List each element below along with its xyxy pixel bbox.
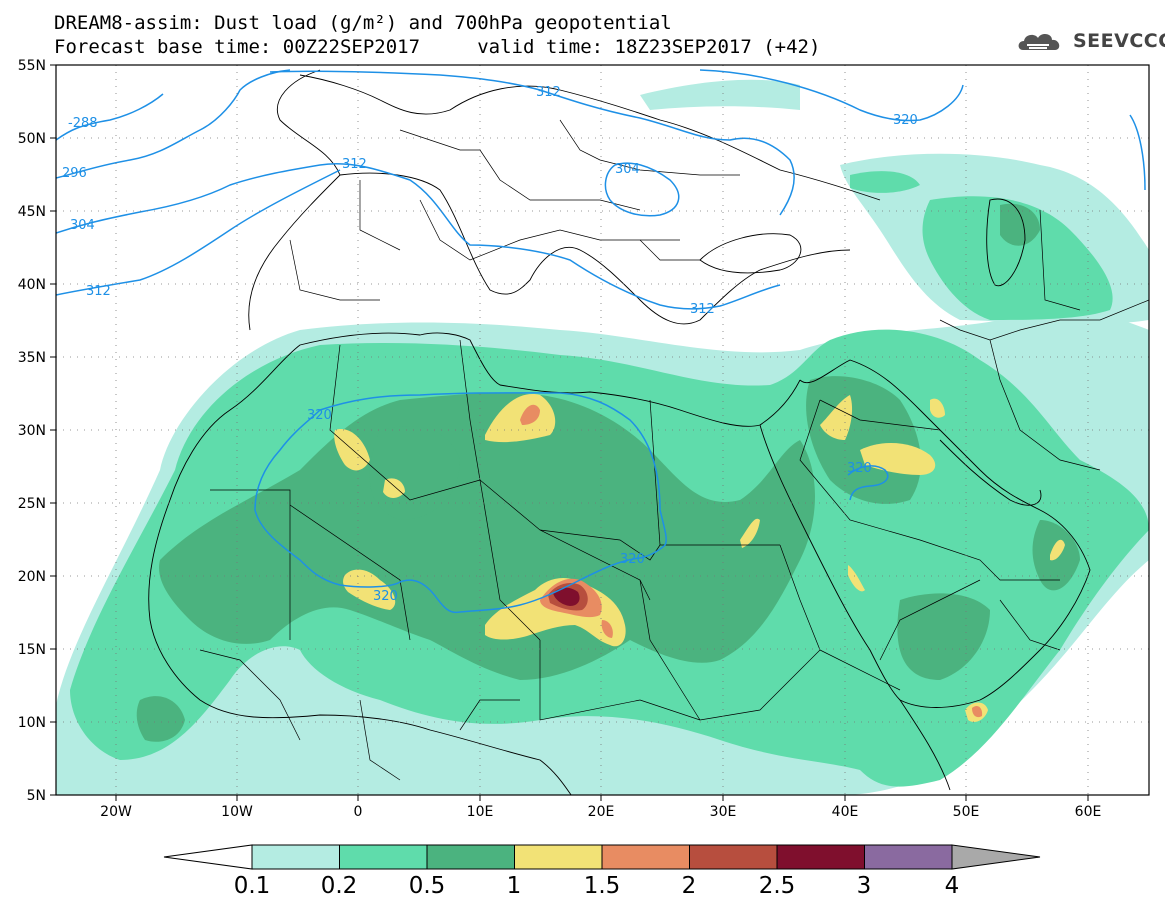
lat-label: 45N — [18, 204, 46, 220]
svg-text:320: 320 — [373, 589, 398, 604]
lat-label: 40N — [18, 277, 46, 293]
svg-text:312: 312 — [536, 85, 561, 100]
contour-labels: -288 296 304 312 312 312 304 312 320 320… — [62, 85, 918, 604]
lon-label: 40E — [832, 804, 859, 820]
colorbar-high-arrow — [951, 844, 1041, 870]
lat-label: 5N — [27, 788, 46, 804]
lon-label: 50E — [953, 804, 980, 820]
lon-label: 0 — [354, 804, 363, 820]
country-borders — [199, 119, 1149, 781]
colorbar-low-arrow — [163, 844, 253, 870]
longitude-labels: 20W 10W 0 10E 20E 30E 40E 50E 60E — [100, 804, 1101, 820]
svg-text:320: 320 — [307, 408, 332, 423]
colorbar-label: 0.2 — [321, 873, 358, 899]
colorbar-label: 3 — [857, 873, 872, 899]
coastlines — [148, 69, 1091, 795]
svg-text:312: 312 — [342, 157, 367, 172]
axis-ticks — [50, 64, 1089, 801]
colorbar-box — [864, 844, 953, 870]
svg-text:320: 320 — [847, 461, 872, 476]
lon-label: 20E — [588, 804, 615, 820]
latitude-labels: 55N 50N 45N 40N 35N 30N 25N 20N 15N 10N … — [18, 58, 46, 804]
lon-label: 30E — [710, 804, 737, 820]
svg-text:320: 320 — [893, 113, 918, 128]
lat-label: 10N — [18, 715, 46, 731]
lat-label: 25N — [18, 496, 46, 512]
dust-level-2-5 — [553, 587, 580, 606]
svg-text:-288: -288 — [68, 116, 98, 131]
dust-level-0-5 — [136, 203, 1080, 742]
colorbar: 0.1 0.2 0.5 1 1.5 2 2.5 3 4 — [163, 844, 1041, 899]
graticule — [56, 65, 1149, 795]
colorbar-boxes — [251, 844, 953, 870]
svg-text:304: 304 — [70, 218, 95, 233]
lat-label: 30N — [18, 423, 46, 439]
seevccc-logo: SEEVCCC — [1017, 28, 1165, 54]
cloud-logo-icon — [1018, 34, 1060, 50]
svg-text:312: 312 — [86, 284, 111, 299]
lat-label: 20N — [18, 569, 46, 585]
colorbar-labels: 0.1 0.2 0.5 1 1.5 2 2.5 3 4 — [234, 873, 960, 899]
map-plot-area: -288 296 304 312 312 312 304 312 320 320… — [56, 65, 1149, 795]
colorbar-box — [776, 844, 865, 870]
colorbar-box — [514, 844, 603, 870]
colorbar-box — [689, 844, 778, 870]
lon-label: 60E — [1075, 804, 1102, 820]
svg-text:312: 312 — [690, 302, 715, 317]
colorbar-label: 4 — [945, 873, 960, 899]
colorbar-label: 2 — [682, 873, 697, 899]
colorbar-label: 1.5 — [584, 873, 621, 899]
lon-label: 10E — [467, 804, 494, 820]
svg-text:320: 320 — [620, 552, 645, 567]
colorbar-box — [601, 844, 690, 870]
svg-text:304: 304 — [615, 162, 640, 177]
geopotential-contours — [56, 69, 1146, 614]
lon-label: 10W — [221, 804, 253, 820]
forecast-time-line: Forecast base time: 00Z22SEP2017 valid t… — [54, 36, 821, 58]
logo-text: SEEVCCC — [1073, 30, 1165, 52]
colorbar-box — [426, 844, 515, 870]
colorbar-label: 1 — [507, 873, 522, 899]
colorbar-label: 0.5 — [409, 873, 446, 899]
lat-label: 35N — [18, 350, 46, 366]
map-title: DREAM8-assim: Dust load (g/m²) and 700hP… — [54, 12, 672, 34]
lat-label: 15N — [18, 642, 46, 658]
colorbar-box — [251, 844, 340, 870]
svg-text:296: 296 — [62, 166, 87, 181]
lat-label: 50N — [18, 131, 46, 147]
colorbar-label: 2.5 — [759, 873, 796, 899]
colorbar-label: 0.1 — [234, 873, 271, 899]
lat-label: 55N — [18, 58, 46, 74]
lon-label: 20W — [100, 804, 132, 820]
colorbar-box — [339, 844, 428, 870]
